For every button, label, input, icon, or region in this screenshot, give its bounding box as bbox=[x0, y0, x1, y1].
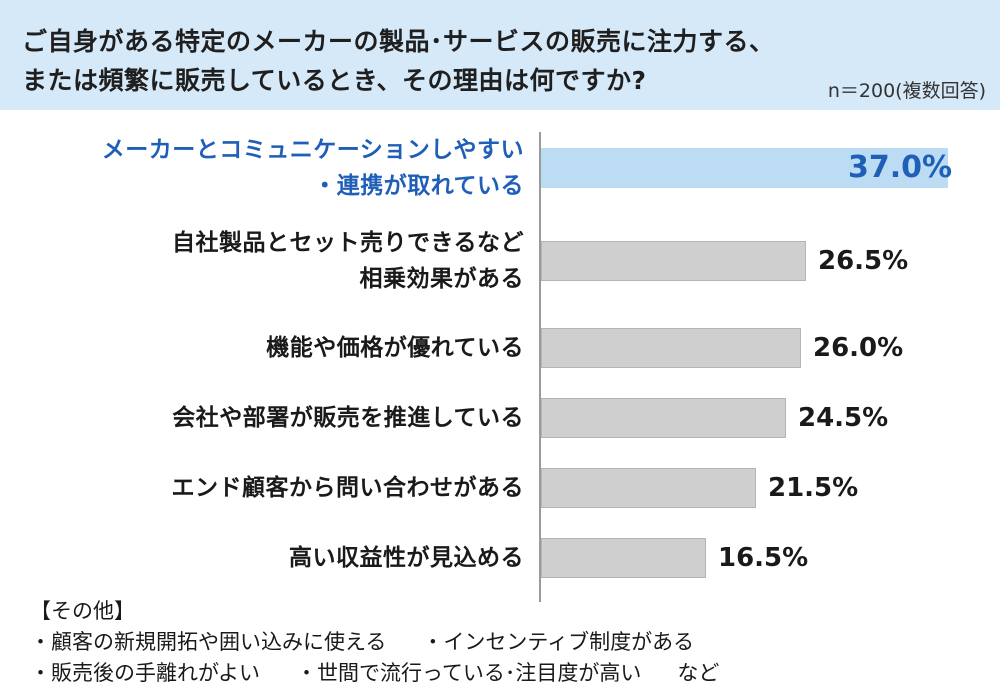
chart-title-line-2: または頻繁に販売しているとき、その理由は何ですか? bbox=[22, 66, 647, 95]
bar bbox=[541, 148, 948, 188]
other-answer-item: ・顧客の新規開拓や囲い込みに使える bbox=[30, 630, 387, 654]
data-label: 26.5% bbox=[818, 246, 909, 276]
other-answers-row-1: ・顧客の新規開拓や囲い込みに使える ・インセンティブ制度がある bbox=[30, 627, 719, 658]
other-answer-item: ・インセンティブ制度がある bbox=[422, 630, 695, 654]
category-label-line: ・連携が取れている bbox=[313, 173, 524, 199]
category-label-line: 機能や価格が優れている bbox=[266, 335, 524, 361]
other-answers-row-2: ・販売後の手離れがよい ・世間で流行っている･注目度が高い など bbox=[30, 658, 719, 689]
other-answer-item: ・販売後の手離れがよい bbox=[30, 661, 260, 685]
category-label: メーカーとコミュニケーションしやすい・連携が取れている bbox=[102, 132, 524, 204]
category-label-line: エンド顧客から問い合わせがある bbox=[171, 475, 524, 501]
bar bbox=[541, 538, 706, 578]
other-answers: 【その他】 ・顧客の新規開拓や囲い込みに使える ・インセンティブ制度がある ・販売… bbox=[30, 596, 719, 689]
sample-size-note: n＝200(複数回答) bbox=[827, 80, 986, 102]
bar bbox=[541, 241, 806, 281]
category-label: 会社や部署が販売を推進している bbox=[172, 400, 524, 436]
category-label: 高い収益性が見込める bbox=[289, 540, 524, 576]
other-answer-etc: など bbox=[677, 661, 720, 685]
bar bbox=[541, 328, 801, 368]
data-label: 24.5% bbox=[798, 403, 889, 433]
category-label: 自社製品とセット売りできるなど相乗効果がある bbox=[172, 225, 524, 297]
other-answers-heading: 【その他】 bbox=[30, 599, 135, 623]
title-banner: ご自身がある特定のメーカーの製品･サービスの販売に注力する、 または頻繁に販売し… bbox=[0, 0, 1000, 110]
other-answer-item: ・世間で流行っている･注目度が高い bbox=[295, 661, 642, 685]
category-label: 機能や価格が優れている bbox=[266, 330, 524, 366]
data-label: 26.0% bbox=[813, 333, 904, 363]
category-label-line: 高い収益性が見込める bbox=[289, 545, 524, 571]
data-label: 21.5% bbox=[768, 473, 859, 503]
data-label: 16.5% bbox=[718, 543, 809, 573]
category-label-line: メーカーとコミュニケーションしやすい bbox=[101, 137, 524, 163]
data-label: 37.0% bbox=[848, 150, 953, 185]
chart-title-line-1: ご自身がある特定のメーカーの製品･サービスの販売に注力する、 bbox=[22, 27, 775, 56]
bar bbox=[541, 398, 786, 438]
category-label-line: 会社や部署が販売を推進している bbox=[172, 405, 524, 431]
bar bbox=[541, 468, 756, 508]
y-axis-line bbox=[539, 132, 541, 602]
category-label: エンド顧客から問い合わせがある bbox=[172, 470, 525, 506]
category-label-line: 相乗効果がある bbox=[359, 266, 524, 292]
category-label-line: 自社製品とセット売りできるなど bbox=[171, 230, 524, 256]
